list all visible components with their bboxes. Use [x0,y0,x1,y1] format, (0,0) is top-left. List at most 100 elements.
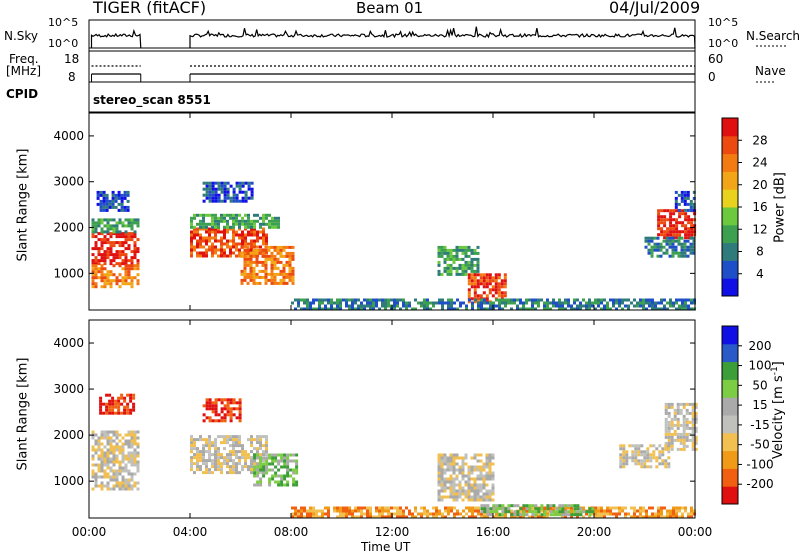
data-cell [106,232,110,236]
data-cell [255,257,259,261]
data-cell [480,301,483,305]
data-cell [121,457,125,461]
data-cell [366,515,369,519]
data-cell [123,190,127,194]
data-cell [235,196,239,200]
data-cell [256,230,259,234]
data-cell [202,239,205,243]
data-cell [476,251,480,255]
data-cell [467,254,471,258]
data-cell [540,298,543,302]
data-cell [408,301,411,305]
data-cell [291,278,295,282]
data-cell [625,462,629,466]
data-cell [100,469,104,473]
data-cell [447,301,450,305]
data-cell [105,205,109,209]
data-cell [253,438,256,442]
data-cell [671,245,675,249]
data-cell [482,468,486,472]
data-cell [199,251,202,255]
data-cell [686,248,690,252]
data-cell [243,266,247,270]
data-cell [576,504,580,508]
data-cell [259,435,262,439]
data-cell [513,298,516,302]
data-cell [100,279,104,283]
data-cell [687,215,691,219]
data-cell [452,456,456,460]
data-cell [220,398,224,402]
data-cell [91,270,95,274]
data-cell [199,219,202,223]
data-cell [686,254,690,258]
data-cell [384,506,387,510]
nsky-tick-lo: 10^0 [48,37,79,50]
data-cell [438,509,441,513]
data-cell [437,465,441,469]
data-cell [546,509,549,513]
data-cell [277,480,281,484]
data-cell [199,239,202,243]
data-cell [659,248,663,252]
data-cell [115,235,119,239]
data-cell [130,457,134,461]
data-cell [220,190,224,194]
data-cell [250,465,253,469]
data-cell [250,468,253,472]
data-cell [456,509,459,513]
data-cell [582,515,585,519]
data-cell [196,245,199,249]
data-cell [193,248,196,252]
data-cell [467,263,471,267]
data-cell [246,272,250,276]
data-cell [100,267,104,271]
data-cell [467,266,471,270]
data-cell [432,506,435,510]
data-cell [214,196,218,200]
data-cell [268,480,272,484]
data-cell [94,264,98,268]
data-cell [258,260,262,264]
data-cell [91,262,95,266]
data-cell [671,239,675,243]
data-cell [124,235,128,239]
data-cell [100,238,104,242]
data-cell [455,251,459,255]
data-cell [262,233,265,237]
data-cell [612,298,615,302]
data-cell [190,444,193,448]
data-cell [211,401,215,405]
data-cell [196,233,199,237]
data-cell [289,453,293,457]
data-cell [114,399,118,403]
data-cell [491,294,495,298]
data-cell [679,432,683,436]
data-cell [91,282,95,286]
data-cell [443,260,447,264]
data-cell [689,245,693,249]
data-cell [127,259,131,263]
data-cell [432,515,435,519]
data-cell [650,239,654,243]
data-cell [235,471,238,475]
data-cell [306,307,309,311]
data-cell [217,459,220,463]
data-cell [491,453,495,457]
data-cell [600,509,603,513]
data-cell [669,512,672,516]
data-cell [453,307,456,311]
data-cell [91,454,95,458]
data-cell [127,445,131,449]
data-cell [91,279,95,283]
data-cell [449,272,453,276]
data-cell [336,298,339,302]
data-cell [654,304,657,308]
data-cell [102,199,106,203]
data-cell [264,260,268,264]
data-cell [112,232,116,236]
data-cell [648,304,651,308]
data-cell [470,495,474,499]
data-cell [482,486,486,490]
data-cell [691,432,695,436]
